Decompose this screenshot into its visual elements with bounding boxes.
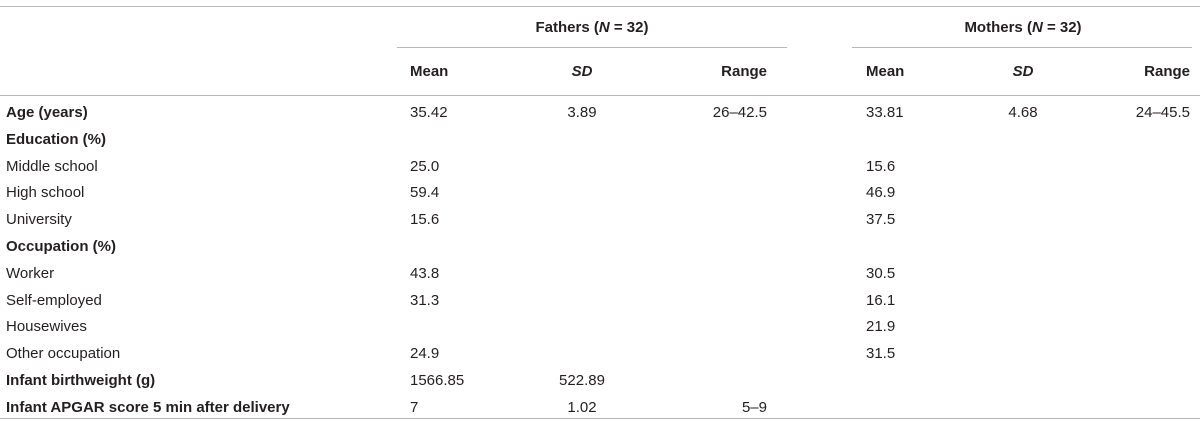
fathers-sd: 522.89 <box>559 372 605 389</box>
fathers-sd: 3.89 <box>567 104 597 121</box>
row-label: High school <box>6 184 85 201</box>
fathers-range: 26–42.5 <box>712 104 767 121</box>
fathers-mean: 43.8 <box>410 265 440 282</box>
subheader-fathers-range: Range <box>721 63 767 80</box>
mothers-mean: 16.1 <box>866 292 896 309</box>
fathers-mean: 25.0 <box>410 158 440 175</box>
fathers-span-rule <box>397 47 787 48</box>
row-label: Infant APGAR score 5 min after delivery <box>6 399 290 416</box>
row-label: University <box>6 211 72 228</box>
group-header-fathers: Fathers (N = 32) <box>536 19 649 37</box>
fathers-mean: 24.9 <box>410 345 440 362</box>
row-label: Worker <box>6 265 55 282</box>
fathers-mean: 35.42 <box>410 104 448 121</box>
fathers-mean: 59.4 <box>410 184 440 201</box>
fathers-mean: 7 <box>410 399 419 416</box>
subheader-mothers-range: Range <box>1144 63 1190 80</box>
mothers-span-rule <box>852 47 1192 48</box>
subheader-mothers-mean: Mean <box>866 63 905 80</box>
mothers-mean: 33.81 <box>866 104 904 121</box>
row-label: Education (%) <box>6 131 106 148</box>
group-header-fathers-count: = 32) <box>609 19 649 36</box>
row-label: Occupation (%) <box>6 238 117 255</box>
header-bottom-rule <box>0 95 1200 96</box>
subheader-fathers-mean: Mean <box>410 63 449 80</box>
mothers-mean: 31.5 <box>866 345 896 362</box>
group-header-fathers-label: Fathers ( <box>535 19 599 36</box>
subheader-mothers-sd: SD <box>1012 63 1034 80</box>
fathers-sd: 1.02 <box>567 399 597 416</box>
row-label: Middle school <box>6 158 98 175</box>
table-top-rule <box>0 6 1200 7</box>
subheader-fathers-sd: SD <box>571 63 593 80</box>
mothers-mean: 37.5 <box>866 211 896 228</box>
fathers-mean: 31.3 <box>410 292 440 309</box>
table-bottom-rule <box>0 418 1200 419</box>
row-label: Infant birthweight (g) <box>6 372 156 389</box>
row-label: Other occupation <box>6 345 121 362</box>
group-header-mothers-n: N <box>1031 19 1043 36</box>
group-header-mothers-label: Mothers ( <box>964 19 1032 36</box>
mothers-mean: 30.5 <box>866 265 896 282</box>
group-header-mothers: Mothers (N = 32) <box>964 19 1081 37</box>
mothers-range: 24–45.5 <box>1135 104 1190 121</box>
fathers-mean: 1566.85 <box>410 372 465 389</box>
fathers-range: 5–9 <box>741 399 767 416</box>
mothers-sd: 4.68 <box>1008 104 1038 121</box>
mothers-mean: 46.9 <box>866 184 896 201</box>
row-label: Housewives <box>6 318 87 335</box>
row-label: Self-employed <box>6 292 102 309</box>
row-label: Age (years) <box>6 104 88 121</box>
fathers-mean: 15.6 <box>410 211 440 228</box>
mothers-mean: 21.9 <box>866 318 896 335</box>
group-header-fathers-n: N <box>598 19 610 36</box>
group-header-mothers-count: = 32) <box>1042 19 1082 36</box>
mothers-mean: 15.6 <box>866 158 896 175</box>
